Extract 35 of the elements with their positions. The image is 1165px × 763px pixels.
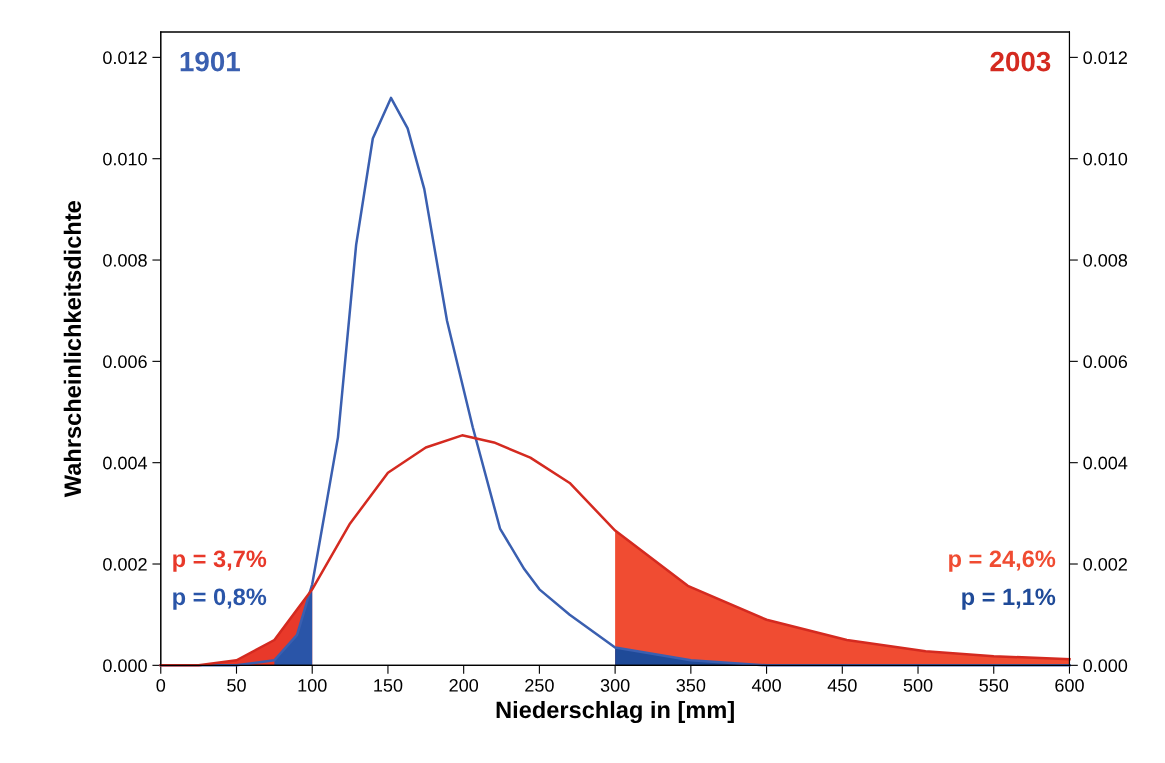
y-tick-label: 0.000 <box>103 659 147 673</box>
x-tick-label: 350 <box>676 679 706 692</box>
x-tick-label: 150 <box>374 679 403 692</box>
y2-tick-label: 0.000 <box>1083 659 1128 673</box>
x-tick-label: 400 <box>751 679 781 692</box>
y-tick-label: 0.002 <box>103 557 147 571</box>
x-tick-label: 250 <box>525 679 554 692</box>
y2-tick-label: 0.006 <box>1083 355 1128 369</box>
y-axis-title: Wahrscheinlichkeitsdichte <box>63 201 82 498</box>
x-tick-label: 0 <box>156 679 166 692</box>
y-tick-label: 0.008 <box>103 253 147 267</box>
y2-tick-label: 0.010 <box>1083 152 1128 166</box>
y-tick-label: 0.004 <box>103 456 148 470</box>
x-tick-label: 300 <box>600 679 630 692</box>
x-tick-label: 50 <box>227 679 246 692</box>
x-tick-label: 200 <box>449 679 479 692</box>
y2-tick-label: 0.008 <box>1083 253 1128 267</box>
text: p = 3,7% <box>173 550 267 572</box>
y2-tick-label: 0.002 <box>1083 557 1127 571</box>
series-label: p = 0,8% <box>173 588 267 610</box>
x-tick-label: 550 <box>979 679 1009 692</box>
y-tick-label: 0.012 <box>103 51 147 65</box>
y-tick-label: 0.006 <box>103 355 147 369</box>
text: 2003 <box>990 51 1051 72</box>
text: 1901 <box>180 51 240 72</box>
y-tick-label: 0.010 <box>103 152 147 166</box>
y2-tick-label: 0.004 <box>1083 456 1128 470</box>
text: p = 24,6% <box>949 550 1056 572</box>
text: p = 1,1% <box>962 588 1056 610</box>
x-axis-title: Niederschlag in [mm] <box>496 700 734 724</box>
x-tick-label: 450 <box>827 679 857 692</box>
y2-tick-label: 0.012 <box>1083 51 1127 65</box>
x-tick-label: 100 <box>298 679 327 692</box>
x-tick-label: 600 <box>1055 679 1084 692</box>
x-tick-label: 500 <box>903 679 933 692</box>
